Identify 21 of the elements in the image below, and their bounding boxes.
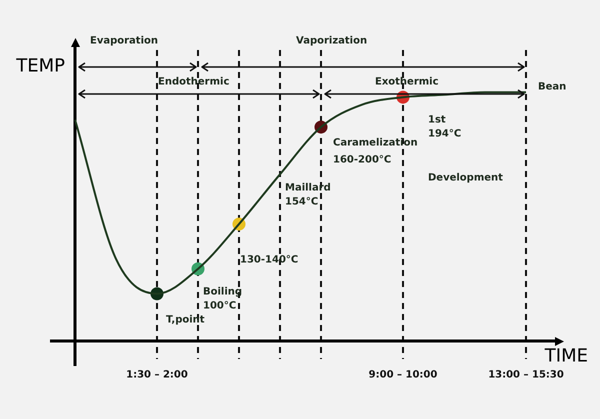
annotation: Bean <box>538 82 566 93</box>
annotation: Caramelization <box>333 138 418 149</box>
annotation: 160-200°C <box>333 154 392 166</box>
annotation: 194°C <box>428 128 462 140</box>
annotation: 100°C <box>203 300 236 312</box>
annotation: 154°C <box>285 196 318 208</box>
annotation: 1st <box>428 114 446 126</box>
text: Exothermic <box>375 76 439 88</box>
annotation: T,point <box>166 314 205 326</box>
x-tick-label: 9:00 – 10:00 <box>368 370 438 381</box>
x-tick-label: 13:00 – 15:30 <box>488 370 564 381</box>
annotation: 130-140°C <box>240 254 298 266</box>
x-tick-label: 1:30 – 2:00 <box>126 370 188 381</box>
text: Evaporation <box>90 36 158 47</box>
x-axis-title: TIME <box>544 346 588 367</box>
annotation: Boiling <box>203 286 242 298</box>
y-axis-title: TEMP <box>15 56 66 77</box>
annotation: Development <box>428 172 504 184</box>
text: Endothermic <box>158 76 230 88</box>
annotation: Maillard <box>285 182 331 194</box>
text: Vaporization <box>296 36 368 47</box>
